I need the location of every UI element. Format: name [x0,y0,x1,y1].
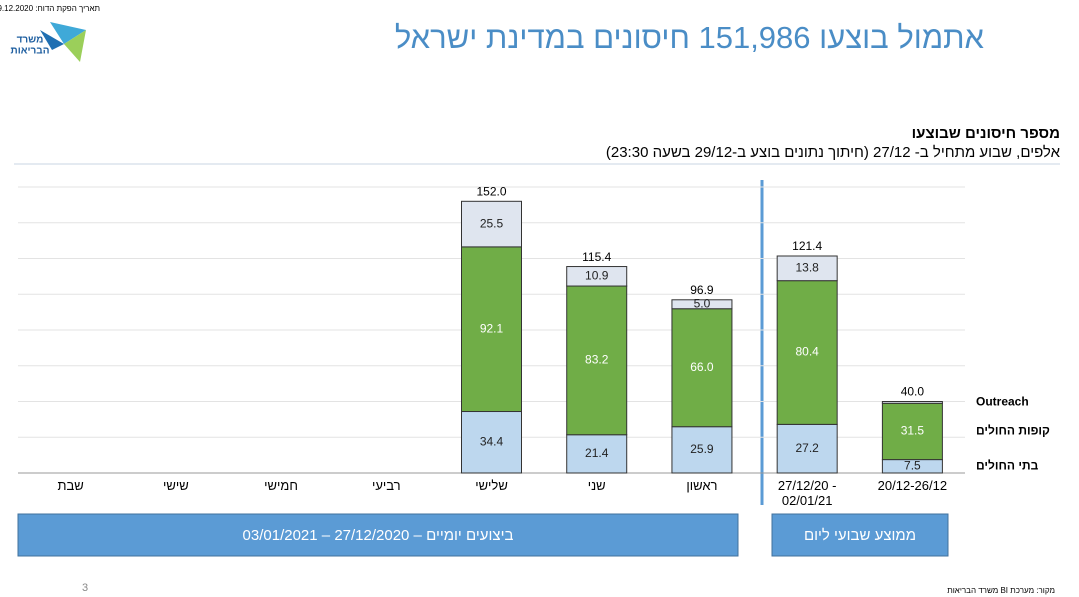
report-date: תאריך הפקת הדוח: 29.12.2020 [0,4,100,13]
daily-box [17,513,739,557]
chart-subtitle: אלפים, שבוע מתחיל ב- 27/12 (חיתוך נתונים… [606,144,1061,161]
legend-label: קופות החולים [976,424,1050,438]
bar-segment [671,308,733,428]
x-tick-label: שבת [57,478,84,493]
legend-label: בתי החולים [976,458,1039,472]
x-tick-label: 27/12/20 - 02/01/21 [777,478,837,508]
bar-segment [881,401,943,404]
value-label: 5.0 [694,296,711,310]
bar-segment [566,285,628,436]
logo-text: משרד [17,35,44,46]
bar-segment [776,255,838,282]
bar-segment [461,200,522,248]
total-label: 121.4 [792,239,822,253]
value-label: 10.9 [585,268,609,282]
source: מקור: מערכת BI משרד הבריאות [947,586,1055,595]
value-label: 31.5 [901,424,925,438]
value-label: 13.8 [795,261,819,275]
x-tick-label: שלישי [475,478,508,493]
total-label: 152.0 [476,184,506,198]
bar-segment [671,299,733,310]
bar-segment [566,434,628,474]
chart-title: מספר חיסונים שבוצעו [912,125,1060,142]
bar-segment [776,280,838,425]
weekly-box-label: ממוצע שבועי ליום [804,527,916,544]
legend-label: Outreach [976,395,1029,409]
value-label: 83.2 [585,353,609,367]
logo: משרד הבריאות [11,22,86,62]
x-tick-label: רביעי [371,478,401,493]
x-tick-label: שני [587,478,606,493]
logo-shape [64,30,86,62]
value-label: 80.4 [795,345,819,359]
logo-text: הבריאות [11,46,50,57]
slide-title: אתמול בוצעו 151,986 חיסונים במדינת ישראל [395,20,985,55]
x-tick-label: חמישי [264,478,298,493]
x-tick-label: 20/12-26/12 [877,478,948,493]
bar-segment [566,266,628,287]
bar-segment [671,426,733,474]
total-label: 40.0 [901,385,925,399]
bar-segment [881,402,943,461]
value-label: 25.5 [480,216,504,230]
page-number: 3 [82,582,88,594]
value-label: 34.4 [480,434,504,448]
value-label: 92.1 [480,321,504,335]
weekly-box [771,513,949,557]
value-label: 7.5 [904,458,921,472]
logo-shape [40,30,64,50]
value-label: 21.4 [585,446,609,460]
value-label: 25.9 [690,442,714,456]
logo-shape [50,22,86,44]
x-tick-label: ראשון [686,478,718,493]
x-tick-label: שישי [162,478,189,493]
total-label: 96.9 [690,283,714,297]
daily-box-label: ביצועים יומיים – 27/12/2020 – 03/01/2021 [243,527,514,544]
total-label: 115.4 [582,250,611,264]
bar-segment [776,423,838,474]
value-label: 66.0 [690,360,714,374]
value-label: 27.2 [795,441,819,455]
